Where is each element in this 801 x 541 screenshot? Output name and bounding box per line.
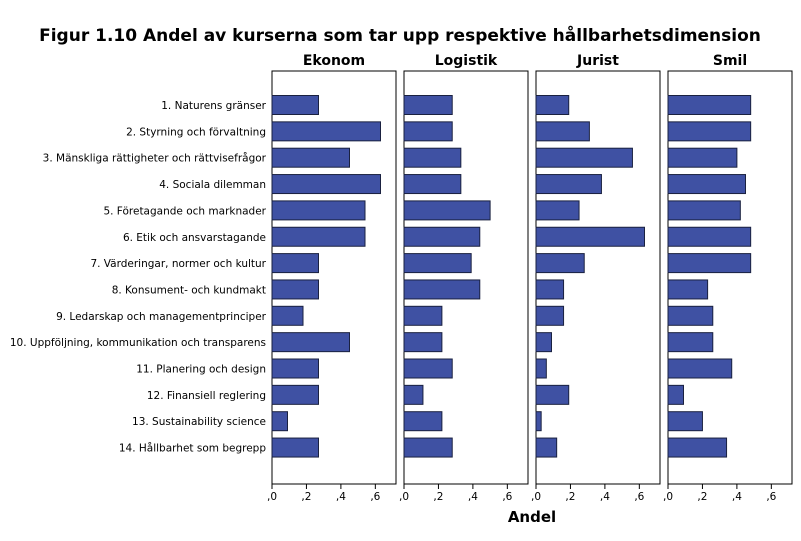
bar <box>535 253 585 274</box>
bar <box>403 358 453 379</box>
facet-title: Ekonom <box>303 53 365 69</box>
bar <box>667 279 709 300</box>
category-label: 14. Hållbarhet som begrepp <box>119 442 266 455</box>
bar <box>403 95 453 115</box>
bar <box>667 253 752 274</box>
x-tick-label: ,0 <box>663 491 673 503</box>
bar <box>535 358 547 379</box>
category-label: 3. Mänskliga rättigheter och rättvisefrå… <box>43 152 267 165</box>
bar <box>271 200 366 221</box>
bar <box>403 253 472 274</box>
bar <box>667 174 746 195</box>
bar <box>403 200 491 221</box>
x-tick-label: ,4 <box>336 491 346 503</box>
category-label: 11. Planering och design <box>136 364 266 376</box>
bar <box>403 384 424 405</box>
category-label: 4. Sociala dilemman <box>159 179 266 191</box>
x-tick-label: ,6 <box>634 491 644 503</box>
bar <box>535 305 565 326</box>
facet-title: Smil <box>713 53 747 69</box>
bar <box>535 200 580 221</box>
bar <box>271 147 350 168</box>
x-tick-label: ,0 <box>399 491 409 503</box>
bar <box>535 411 542 432</box>
category-label: 5. Företagande och marknader <box>103 205 266 217</box>
bar <box>403 147 462 168</box>
bar <box>403 332 443 353</box>
bar <box>403 121 453 142</box>
bar <box>667 121 752 142</box>
bar <box>403 411 443 432</box>
bar <box>667 384 684 405</box>
bar <box>667 305 714 326</box>
bar <box>403 279 481 300</box>
x-tick-label: ,4 <box>732 491 742 503</box>
x-tick-label: ,6 <box>766 491 776 503</box>
facet-title: Logistik <box>435 53 498 69</box>
bar <box>271 174 381 195</box>
category-label: 6. Etik och ansvarstagande <box>123 232 266 244</box>
bar <box>403 174 462 195</box>
bar <box>535 384 570 405</box>
bar <box>271 305 304 326</box>
bar <box>271 411 288 432</box>
x-tick-label: ,2 <box>697 491 707 503</box>
bar <box>667 200 741 221</box>
bar <box>403 226 481 247</box>
x-tick-label: ,4 <box>600 491 610 503</box>
bar <box>535 147 633 168</box>
bar <box>667 226 752 247</box>
category-label: 9. Ledarskap och managementprinciper <box>56 311 267 323</box>
bar <box>271 253 319 274</box>
category-label: 10. Uppföljning, kommunikation och trans… <box>10 337 266 349</box>
x-tick-label: ,4 <box>468 491 478 503</box>
category-label: 7. Värderingar, normer och kultur <box>90 258 266 270</box>
category-label: 1. Naturens gränser <box>161 100 266 112</box>
bar <box>271 358 319 379</box>
bar <box>535 279 565 300</box>
chart-title: Figur 1.10 Andel av kurserna som tar upp… <box>39 24 761 46</box>
x-tick-label: ,0 <box>267 491 277 503</box>
bar <box>667 411 703 432</box>
facet-title: Jurist <box>576 53 619 69</box>
bar <box>271 95 319 115</box>
x-axis-label: Andel <box>508 508 556 526</box>
bar <box>535 121 590 142</box>
bar <box>403 437 453 458</box>
bar <box>535 226 645 247</box>
bar <box>535 95 570 115</box>
category-label: 12. Finansiell reglering <box>147 390 266 402</box>
bar <box>271 332 350 353</box>
category-label: 2. Styrning och förvaltning <box>126 126 266 138</box>
bar <box>667 95 752 115</box>
category-label: 13. Sustainability science <box>132 416 266 428</box>
bar <box>271 279 319 300</box>
x-tick-label: ,2 <box>433 491 443 503</box>
bar <box>403 305 443 326</box>
x-tick-label: ,2 <box>565 491 575 503</box>
x-tick-label: ,2 <box>301 491 311 503</box>
bar <box>271 226 366 247</box>
category-label: 8. Konsument- och kundmakt <box>112 284 266 296</box>
bar <box>271 121 381 142</box>
bar <box>271 384 319 405</box>
x-tick-label: ,6 <box>502 491 512 503</box>
bar <box>667 147 738 168</box>
bar <box>535 332 552 353</box>
bar <box>667 437 728 458</box>
plot-area: 1. Naturens gränser 2. Styrning och förva… <box>10 53 793 503</box>
bar <box>271 437 319 458</box>
bar <box>535 437 558 458</box>
x-tick-label: ,0 <box>531 491 541 503</box>
x-tick-label: ,6 <box>370 491 380 503</box>
bar <box>667 332 714 353</box>
bar <box>535 174 602 195</box>
bar <box>667 358 733 379</box>
